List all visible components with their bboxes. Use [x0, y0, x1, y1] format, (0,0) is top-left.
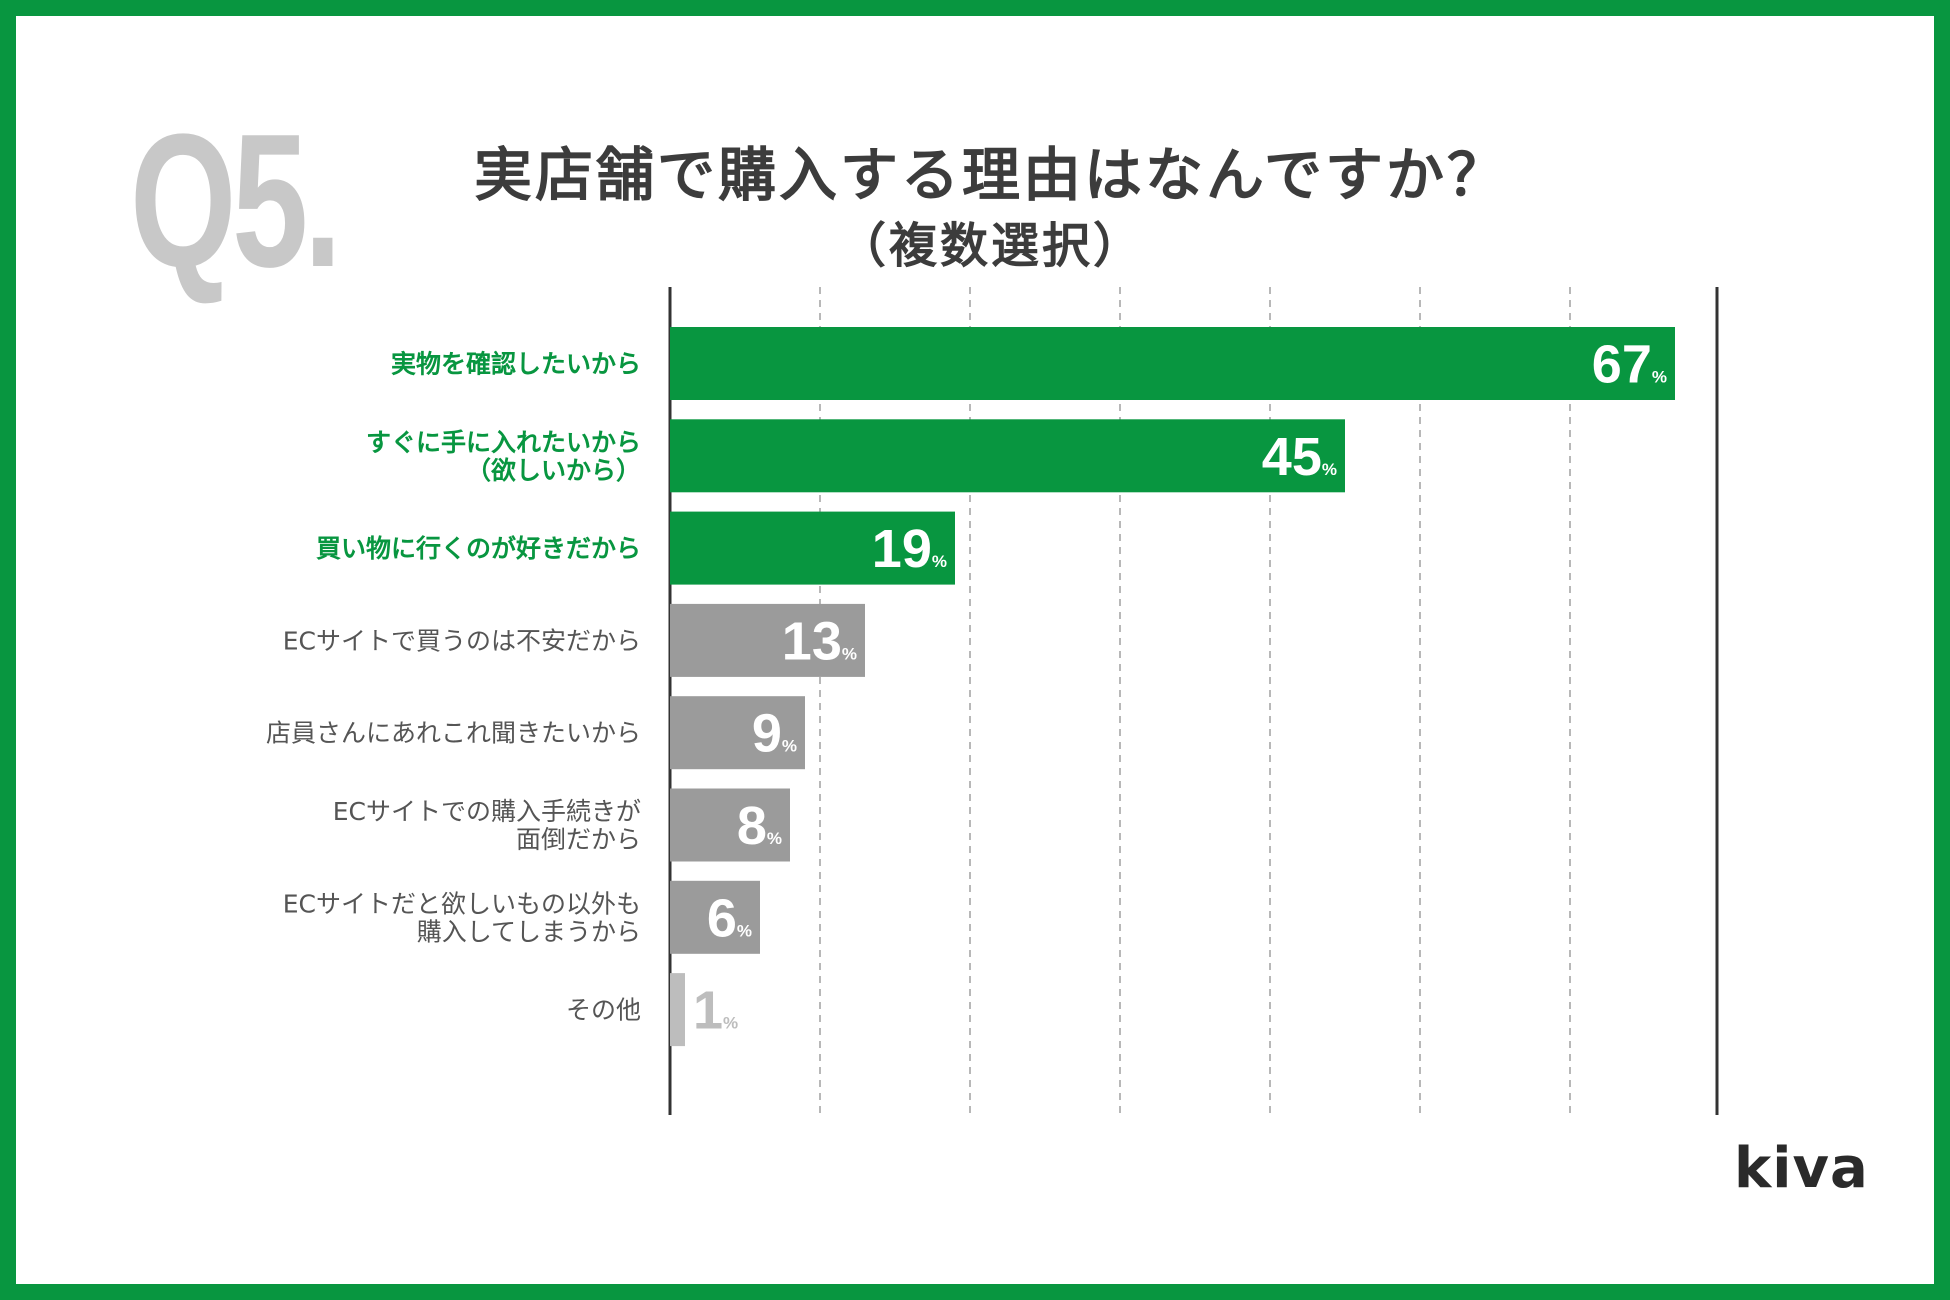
value-percent-sign: %	[1652, 368, 1667, 387]
category-label-line: （欲しいから）	[466, 456, 641, 485]
value-number: 67	[1592, 335, 1652, 395]
value-label-5: 9%	[752, 704, 797, 764]
category-label-line: ECサイトだと欲しいもの以外も	[283, 889, 641, 918]
bar-2	[670, 419, 1345, 493]
chart-title: 実店舗で購入する理由はなんですか？	[473, 141, 1509, 209]
bar-8	[670, 973, 685, 1047]
value-label-1: 67%	[1592, 335, 1667, 395]
bar-3	[670, 511, 955, 585]
value-percent-sign: %	[1322, 460, 1337, 479]
value-label-6: 8%	[737, 796, 782, 856]
category-label-line: ECサイトでの購入手続きが	[333, 797, 641, 826]
bar-7	[670, 880, 760, 954]
value-label-4: 13%	[782, 611, 857, 671]
category-label-7: ECサイトだと欲しいもの以外も購入してしまうから	[283, 889, 641, 946]
category-label-5: 店員さんにあれこれ聞きたいから	[266, 719, 641, 748]
bar-6	[670, 788, 790, 862]
category-label-line: すぐに手に入れたいから	[366, 428, 641, 457]
category-label-4: ECサイトで買うのは不安だから	[283, 626, 641, 655]
value-number: 19	[872, 519, 932, 579]
question-number: Q5.	[130, 95, 342, 307]
category-label-line: 買い物に行くのが好きだから	[316, 534, 641, 563]
category-label-line: 購入してしまうから	[417, 917, 641, 946]
value-percent-sign: %	[842, 644, 857, 663]
value-label-2: 45%	[1262, 427, 1337, 487]
category-label-8: その他	[566, 996, 641, 1025]
value-percent-sign: %	[767, 829, 782, 848]
category-label-3: 買い物に行くのが好きだから	[316, 534, 641, 563]
bar-1	[670, 327, 1675, 400]
kiva-logo: kiva	[1734, 1136, 1869, 1201]
value-percent-sign: %	[723, 1014, 738, 1033]
value-number: 45	[1262, 427, 1322, 487]
category-label-line: その他	[566, 996, 641, 1025]
value-label-8: 1%	[693, 981, 738, 1041]
value-number: 9	[752, 704, 782, 764]
category-label-2: すぐに手に入れたいから（欲しいから）	[366, 428, 641, 485]
category-label-line: 実物を確認したいから	[391, 350, 641, 379]
category-label-line: ECサイトで買うのは不安だから	[283, 626, 641, 655]
value-label-7: 6%	[707, 888, 752, 948]
category-label-line: 面倒だから	[516, 825, 641, 854]
value-number: 8	[737, 796, 767, 856]
value-label-3: 19%	[872, 519, 947, 579]
value-number: 13	[782, 611, 842, 671]
category-label-line: 店員さんにあれこれ聞きたいから	[266, 719, 641, 748]
bar-5	[670, 696, 805, 770]
chart-subtitle: （複数選択）	[837, 218, 1144, 274]
category-label-6: ECサイトでの購入手続きが面倒だから	[333, 797, 641, 854]
value-number: 1	[693, 981, 723, 1041]
value-percent-sign: %	[737, 921, 752, 940]
bar-4	[670, 603, 865, 677]
value-number: 6	[707, 888, 737, 948]
value-percent-sign: %	[932, 552, 947, 571]
value-percent-sign: %	[782, 737, 797, 756]
category-label-1: 実物を確認したいから	[391, 350, 641, 379]
